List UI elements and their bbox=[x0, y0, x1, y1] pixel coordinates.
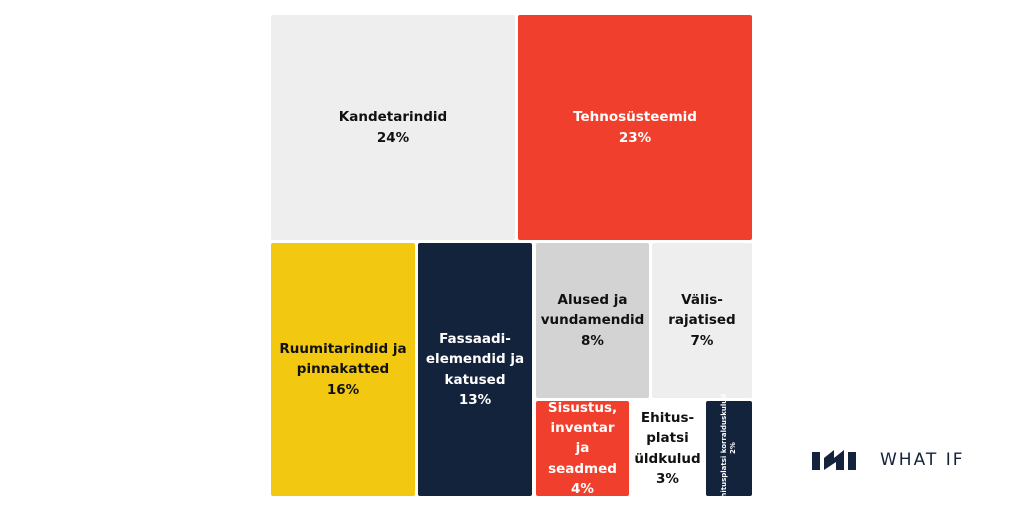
treemap-cell: Sisustus, inventar ja seadmed 4% bbox=[536, 399, 629, 497]
cell-value: 13% bbox=[458, 391, 492, 408]
cell-name: Ehitusplatsi korralduskulud bbox=[719, 394, 728, 503]
cell-value: 24% bbox=[376, 129, 410, 146]
treemap-cell: Kandetarindid 24% bbox=[271, 15, 515, 240]
cell-value: 2% bbox=[729, 442, 738, 455]
cell-name: Kandetarindid bbox=[338, 109, 448, 126]
logo-icon bbox=[812, 450, 856, 470]
cell-value: 16% bbox=[326, 381, 360, 398]
treemap-cell: Ehitus-platsi üldkulud 3% bbox=[632, 401, 703, 496]
treemap-cell: Välis-rajatised 7% bbox=[652, 243, 752, 398]
cell-value: 3% bbox=[656, 470, 679, 487]
logo-text: WHAT IF bbox=[880, 450, 965, 470]
rotated-label: Ehitusplatsi korralduskulud 2% bbox=[720, 394, 738, 503]
cell-value: 4% bbox=[571, 480, 594, 497]
treemap-cell: Alused ja vundamendid 8% bbox=[536, 243, 649, 398]
treemap-cell: Ehitusplatsi korralduskulud 2% bbox=[706, 394, 752, 503]
treemap-cell: Fassaadi-elemendid ja katused 13% bbox=[418, 243, 532, 496]
cell-name: Tehnosüsteemid bbox=[573, 109, 697, 126]
cell-value: 8% bbox=[581, 332, 604, 349]
cell-value: 23% bbox=[618, 129, 652, 146]
treemap-cell: Tehnosüsteemid 23% bbox=[518, 15, 752, 240]
cell-name: Välis-rajatised bbox=[668, 292, 736, 329]
cell-name: Sisustus, inventar ja seadmed bbox=[547, 399, 618, 477]
cell-name: Ruumitarindid ja pinnakatted bbox=[279, 341, 407, 378]
cell-name: Fassaadi-elemendid ja katused bbox=[425, 331, 525, 388]
cell-value: 7% bbox=[690, 332, 714, 349]
cell-name: Alused ja vundamendid bbox=[540, 292, 645, 329]
cell-name: Ehitus-platsi üldkulud bbox=[634, 410, 701, 467]
treemap-cell: Ruumitarindid ja pinnakatted 16% bbox=[271, 243, 415, 496]
